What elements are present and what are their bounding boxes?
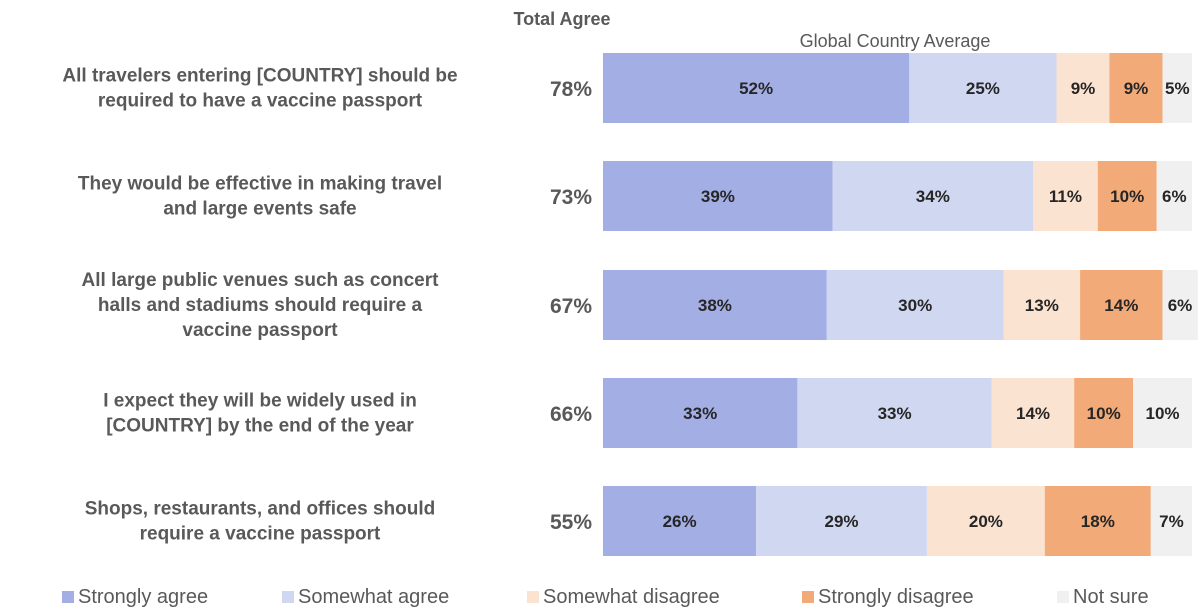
legend-swatch xyxy=(802,591,814,603)
legend-label: Somewhat disagree xyxy=(543,586,720,608)
bar-segment-somewhat-disagree xyxy=(1056,53,1110,123)
bar-segment-not-sure xyxy=(1156,161,1192,231)
total-agree-value: 67% xyxy=(550,295,592,318)
value-label: 33% xyxy=(683,404,717,423)
value-label: 13% xyxy=(1025,296,1059,315)
bar-segment-strongly-agree xyxy=(603,53,910,123)
legend-item-somewhat-disagree: Somewhat disagree xyxy=(527,586,720,608)
bar-segment-strongly-agree xyxy=(603,378,798,448)
value-label: 52% xyxy=(739,79,773,98)
legend-label: Strongly disagree xyxy=(818,586,974,608)
total-agree-value: 55% xyxy=(550,511,592,534)
bar-segment-strongly-disagree xyxy=(1044,486,1151,556)
legend-item-somewhat-agree: Somewhat agree xyxy=(282,586,449,608)
bar-segment-somewhat-agree xyxy=(797,378,992,448)
total-agree-value: 66% xyxy=(550,403,592,426)
bar-segment-somewhat-disagree xyxy=(1033,161,1098,231)
value-label: 33% xyxy=(878,404,912,423)
value-label: 10% xyxy=(1145,404,1179,423)
legend-label: Strongly agree xyxy=(78,586,208,608)
legend-label: Somewhat agree xyxy=(298,586,449,608)
category-label: Shops, restaurants, and offices should re… xyxy=(85,499,436,545)
bar-segment-somewhat-agree xyxy=(832,161,1033,231)
value-label: 39% xyxy=(701,187,735,206)
value-labels: 52% 25% 9% 9% 5% 39% 34% 11% 10% 6% 38% 30% 13% 14% 6%… xyxy=(663,79,1193,531)
legend: Strongly agree Somewhat agree Somewhat dis… xyxy=(62,586,1149,608)
bar-segment-strongly-disagree xyxy=(1074,378,1134,448)
bar-segment-somewhat-agree xyxy=(826,270,1004,340)
value-label: 6% xyxy=(1168,296,1193,315)
value-label: 14% xyxy=(1016,404,1050,423)
category-label: All large public venues such as concert h… xyxy=(82,270,440,341)
category-labels: All travelers entering [COUNTRY] should … xyxy=(62,66,457,545)
value-label: 34% xyxy=(916,187,950,206)
total-agree-value: 73% xyxy=(550,186,592,209)
bar-segment-strongly-disagree xyxy=(1097,161,1157,231)
value-label: 5% xyxy=(1165,79,1190,98)
legend-item-strongly-disagree: Strongly disagree xyxy=(802,586,974,608)
bar-segment-somewhat-agree xyxy=(909,53,1057,123)
legend-item-strongly-agree: Strongly agree xyxy=(62,586,208,608)
value-label: 25% xyxy=(966,79,1000,98)
value-label: 7% xyxy=(1159,512,1184,531)
value-label: 38% xyxy=(698,296,732,315)
legend-label: Not sure xyxy=(1073,586,1149,608)
value-label: 30% xyxy=(898,296,932,315)
bar-segment-strongly-disagree xyxy=(1080,270,1163,340)
value-label: 6% xyxy=(1162,187,1187,206)
bar-segment-somewhat-disagree xyxy=(991,378,1075,448)
bar-segment-not-sure xyxy=(1162,53,1192,123)
value-label: 14% xyxy=(1104,296,1138,315)
bar-segment-strongly-agree xyxy=(603,270,827,340)
legend-swatch xyxy=(1057,591,1069,603)
value-label: 9% xyxy=(1124,79,1149,98)
bar-segment-strongly-agree xyxy=(603,161,833,231)
bar-segment-strongly-agree xyxy=(603,486,757,556)
value-label: 26% xyxy=(663,512,697,531)
legend-swatch xyxy=(282,591,294,603)
bar-segment-not-sure xyxy=(1133,378,1192,448)
bar-segment-somewhat-disagree xyxy=(1003,270,1081,340)
value-label: 29% xyxy=(824,512,858,531)
category-label: All travelers entering [COUNTRY] should … xyxy=(62,66,457,112)
value-label: 10% xyxy=(1087,404,1121,423)
bar-segment-strongly-disagree xyxy=(1109,53,1163,123)
chart-subtitle: Global Country Average xyxy=(800,31,991,51)
legend-item-not-sure: Not sure xyxy=(1057,586,1149,608)
bar-segment-not-sure xyxy=(1162,270,1198,340)
total-agree-values: 78% 73% 67% 66% 55% xyxy=(550,78,592,534)
legend-swatch xyxy=(527,591,539,603)
total-agree-header: Total Agree xyxy=(513,9,610,29)
value-label: 11% xyxy=(1049,187,1082,206)
bar-segment-somewhat-agree xyxy=(756,486,927,556)
value-label: 18% xyxy=(1081,512,1115,531)
category-label: They would be effective in making travel… xyxy=(78,174,442,220)
category-label: I expect they will be widely used in [COU… xyxy=(103,391,417,437)
legend-swatch xyxy=(62,591,74,603)
bar-segment-somewhat-disagree xyxy=(927,486,1045,556)
value-label: 10% xyxy=(1110,187,1144,206)
value-label: 20% xyxy=(969,512,1003,531)
bar-segments xyxy=(603,53,1198,556)
bar-segment-not-sure xyxy=(1150,486,1192,556)
total-agree-value: 78% xyxy=(550,78,592,101)
value-label: 9% xyxy=(1071,79,1096,98)
